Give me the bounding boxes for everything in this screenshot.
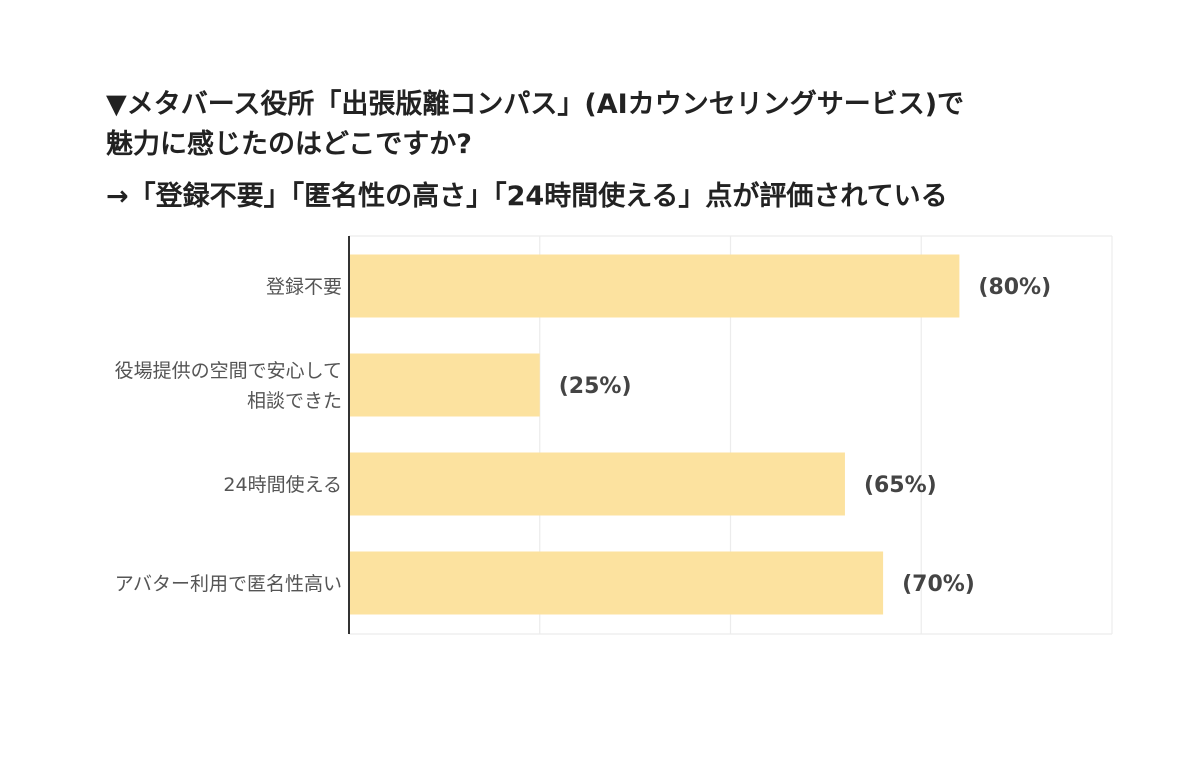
- bar-4: [349, 551, 884, 615]
- value-label-1: (80%): [978, 275, 1051, 300]
- bar-2: [349, 353, 540, 417]
- value-label-4: (70%): [902, 572, 975, 597]
- chart-title-line-2: 魅力に感じたのはどこですか?: [106, 129, 472, 160]
- bars: [349, 254, 960, 615]
- category-label-2-line-2: 相談できた: [247, 390, 342, 412]
- value-label-3: (65%): [864, 473, 937, 498]
- category-label-2-line-1: 役場提供の空間で安心して: [115, 360, 342, 382]
- chart-subtitle: →「登録不要」「匿名性の高さ」「24時間使える」点が評価されている: [106, 181, 948, 212]
- bar-3: [349, 452, 845, 516]
- category-label-4: アバター利用で匿名性高い: [115, 573, 342, 595]
- bar-1: [349, 254, 960, 318]
- chart-title-line-1: ▼メタバース役所「出張版離コンパス」(AIカウンセリングサービス)で: [106, 89, 965, 120]
- category-label-1: 登録不要: [266, 276, 342, 298]
- value-label-2: (25%): [559, 374, 632, 399]
- category-label-3: 24時間使える: [223, 474, 342, 496]
